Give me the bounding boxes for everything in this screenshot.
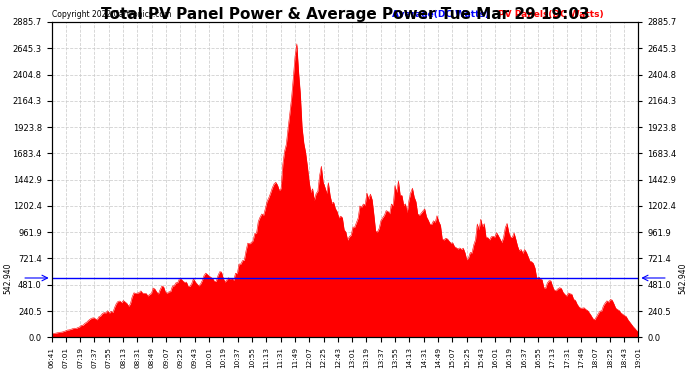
Text: 542.940: 542.940	[678, 262, 687, 294]
Text: 542.940: 542.940	[3, 262, 12, 294]
Text: PV Panels(DC Watts): PV Panels(DC Watts)	[497, 10, 603, 19]
Title: Total PV Panel Power & Average Power Tue Mar 29 19:03: Total PV Panel Power & Average Power Tue…	[101, 7, 589, 22]
Text: Average(DC Watts): Average(DC Watts)	[392, 10, 489, 19]
Text: Copyright 2022 Cartronics.com: Copyright 2022 Cartronics.com	[52, 10, 171, 19]
